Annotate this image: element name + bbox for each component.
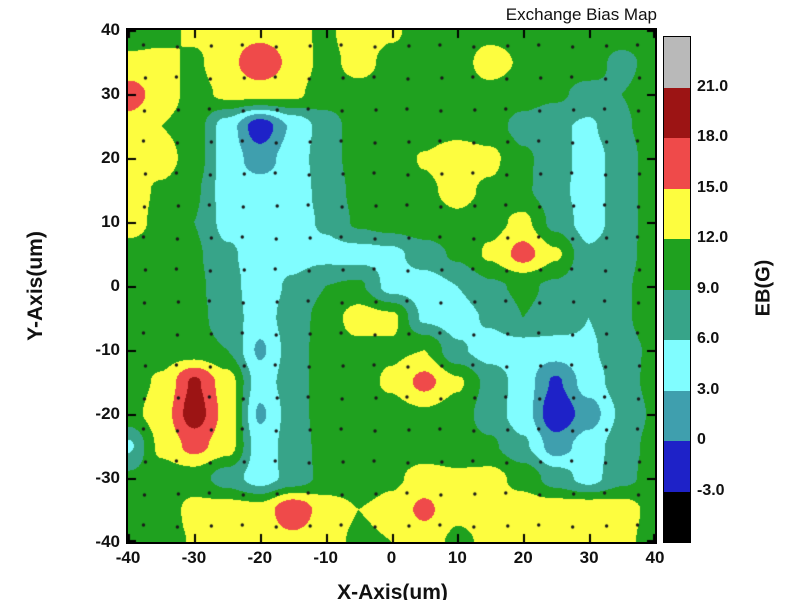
colorbar-segment [664,289,690,340]
y-tick-label: 40 [101,20,120,39]
colorbar-title: EB(G) [752,259,775,317]
x-tick-label: -10 [313,548,338,567]
y-axis-title: Y-Axis(um) [24,231,47,341]
x-tick-label: -40 [115,548,141,567]
colorbar-tick-label: 9.0 [697,279,720,297]
colorbar-tick-label: 18.0 [697,128,729,145]
y-tick-label: 20 [101,148,120,167]
colorbar [663,36,691,543]
x-axis-title: X-Axis(um) [337,581,448,600]
colorbar-tick-label: 3.0 [697,380,720,398]
colorbar-segment [664,239,690,290]
y-tick-label: 0 [110,276,120,295]
x-tick-label: 30 [579,548,599,567]
colorbar-tick-label: 15.0 [697,178,729,196]
colorbar-tick-label: 0 [697,431,706,448]
x-tick-label: 40 [645,548,665,567]
x-tick-label: -30 [181,548,207,567]
y-tick-label: -30 [95,468,120,487]
colorbar-segment [664,37,690,88]
y-tick-label: -10 [95,340,120,359]
colorbar-tick-label: 12.0 [697,229,729,246]
y-tick-label: 10 [101,212,120,231]
x-tick-label: 20 [513,548,533,567]
y-tick-label: -20 [95,404,120,423]
colorbar-segment [664,87,690,138]
colorbar-tick-label: 6.0 [697,330,720,347]
x-tick-label: 0 [386,548,397,567]
x-tick-label: 10 [447,548,467,567]
colorbar-segment [664,188,690,239]
colorbar-segment [664,441,690,492]
colorbar-tick-label: 21.0 [697,77,729,95]
colorbar-segment [664,340,690,391]
x-tick-label: -20 [247,548,273,567]
colorbar-segment [664,491,690,542]
colorbar-segment [664,390,690,441]
contour-plot [128,30,655,542]
chart-title: Exchange Bias Map [505,5,657,24]
colorbar-tick-label: -3.0 [697,481,725,499]
colorbar-segment [664,138,690,189]
y-tick-label: 30 [101,84,120,103]
y-tick-label: -40 [95,532,120,551]
plot-frame [126,28,657,544]
